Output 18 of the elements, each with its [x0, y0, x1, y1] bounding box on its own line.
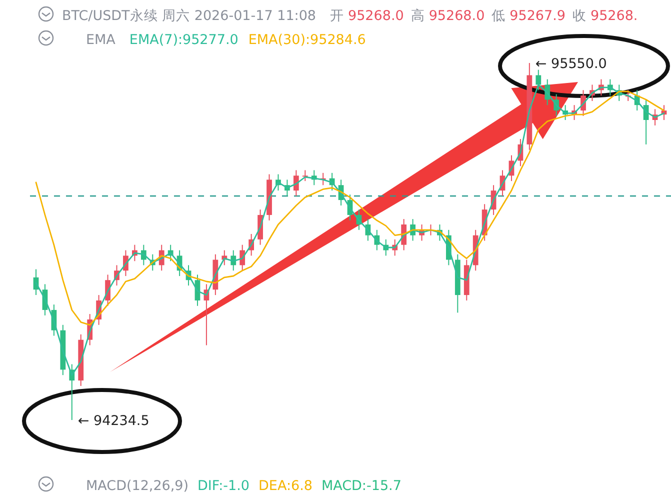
text: EMA(30):95284.6	[248, 32, 366, 48]
text: 高	[410, 8, 425, 24]
text: DIF:-1.0	[198, 478, 250, 494]
text: 95267.9	[510, 8, 566, 24]
text: MACD:-15.7	[321, 478, 402, 494]
legend-title: EMA	[86, 32, 116, 48]
text: 95268.0	[428, 8, 485, 24]
text: 低	[492, 8, 506, 24]
text: 开	[330, 8, 344, 24]
annotation: ← 95550.0	[535, 56, 607, 72]
text: EMA(7):95277.0	[129, 32, 238, 48]
text: 95268.	[590, 8, 638, 24]
chart-title: BTC/USDT永续 周六 2026-01-17 11:08	[62, 8, 316, 24]
text: DEA:6.8	[258, 478, 312, 494]
text: 95268.0	[348, 8, 404, 24]
text: 收	[572, 8, 586, 24]
text: MACD(12,26,9)	[86, 478, 189, 494]
annotation: ← 94234.5	[78, 413, 150, 429]
